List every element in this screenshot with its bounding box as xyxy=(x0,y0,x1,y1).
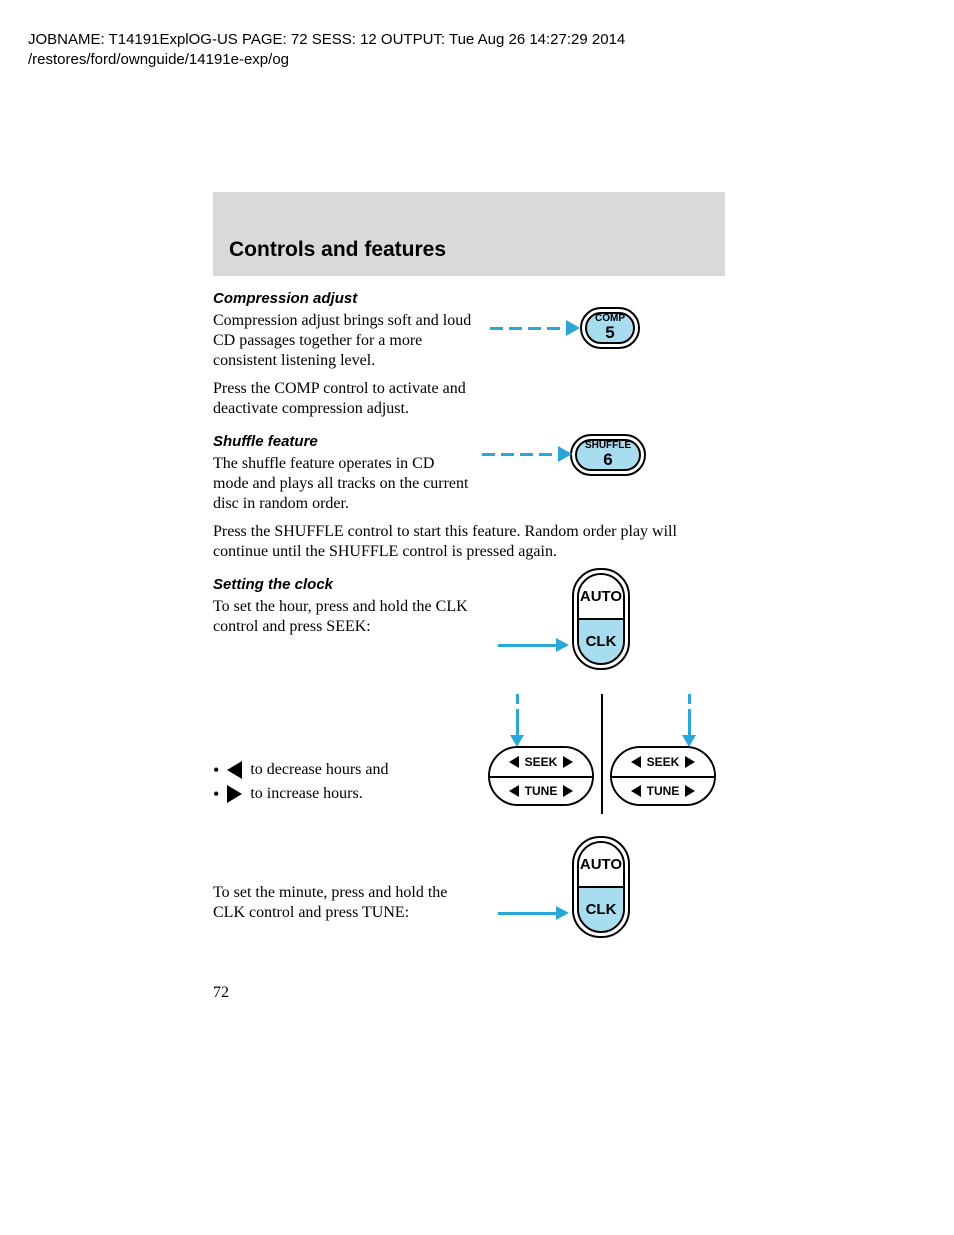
auto-clk-button-1: AUTO CLK xyxy=(572,568,630,670)
auto-clk-button-2: AUTO CLK xyxy=(572,836,630,938)
bullet-decrease-text: to decrease hours and xyxy=(250,761,388,779)
clock-p2: To set the minute, press and hold the CL… xyxy=(213,883,473,923)
heading-shuffle: Shuffle feature xyxy=(213,433,725,450)
seek-tune-left-button: SEEK TUNE xyxy=(488,746,594,806)
tune-label: TUNE xyxy=(647,784,680,798)
arrow-down-icon xyxy=(510,694,524,747)
triangle-left-icon xyxy=(227,761,242,779)
shuffle-p2: Press the SHUFFLE control to start this … xyxy=(213,522,725,562)
compression-p2: Press the COMP control to activate and d… xyxy=(213,379,473,419)
triangle-left-icon xyxy=(631,756,641,768)
divider-line xyxy=(601,694,603,814)
page-body: Controls and features Compression adjust… xyxy=(213,192,725,931)
section-title-bar: Controls and features xyxy=(213,192,725,276)
triangle-right-icon xyxy=(227,785,242,803)
clk-label: CLK xyxy=(579,620,623,663)
triangle-left-icon xyxy=(631,785,641,797)
tune-label: TUNE xyxy=(525,784,558,798)
print-metadata: JOBNAME: T14191ExplOG-US PAGE: 72 SESS: … xyxy=(28,30,625,69)
shuffle-button-diagram: SHUFFLE 6 xyxy=(570,434,646,476)
shuffle-p1: The shuffle feature operates in CD mode … xyxy=(213,454,473,514)
arrow-right-icon xyxy=(498,906,569,920)
compression-p1: Compression adjust brings soft and loud … xyxy=(213,311,473,371)
shuffle-number: 6 xyxy=(603,451,612,470)
seek-label: SEEK xyxy=(525,755,558,769)
meta-line-1: JOBNAME: T14191ExplOG-US PAGE: 72 SESS: … xyxy=(28,30,625,50)
heading-compression: Compression adjust xyxy=(213,290,725,307)
triangle-left-icon xyxy=(509,785,519,797)
clk-label: CLK xyxy=(579,888,623,931)
seek-tune-right-button: SEEK TUNE xyxy=(610,746,716,806)
triangle-right-icon xyxy=(563,756,573,768)
triangle-right-icon xyxy=(685,785,695,797)
dashed-arrow-icon xyxy=(490,320,580,336)
triangle-right-icon xyxy=(563,785,573,797)
auto-label: AUTO xyxy=(579,575,623,620)
seek-tune-diagram: SEEK TUNE SEEK TUNE xyxy=(482,694,722,814)
auto-label: AUTO xyxy=(579,843,623,888)
bullet-dot-icon: • xyxy=(213,761,219,779)
bullet-dot-icon: • xyxy=(213,785,219,803)
dashed-arrow-icon xyxy=(482,446,572,462)
bullet-increase-text: to increase hours. xyxy=(250,785,362,803)
seek-label: SEEK xyxy=(647,755,680,769)
page-number: 72 xyxy=(213,984,229,1002)
triangle-left-icon xyxy=(509,756,519,768)
page-title: Controls and features xyxy=(229,238,725,262)
arrow-down-icon xyxy=(682,694,696,747)
heading-clock: Setting the clock xyxy=(213,576,725,593)
clock-p1: To set the hour, press and hold the CLK … xyxy=(213,597,473,637)
meta-line-2: /restores/ford/ownguide/14191e-exp/og xyxy=(28,50,625,70)
triangle-right-icon xyxy=(685,756,695,768)
comp-number: 5 xyxy=(605,324,614,343)
comp-button-diagram: COMP 5 xyxy=(580,307,640,349)
arrow-right-icon xyxy=(498,638,569,652)
